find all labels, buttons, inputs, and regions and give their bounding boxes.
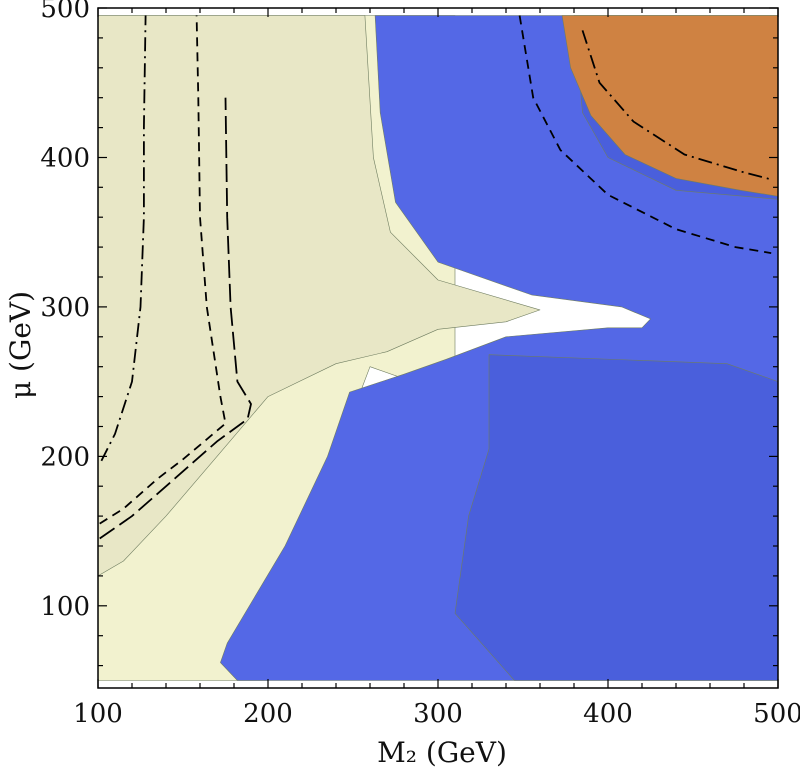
y-tick-label-400: 400 (40, 143, 90, 173)
y-tick-label-200: 200 (40, 442, 90, 472)
tick-labels-layer: 100 200 300 400 500 100 200 300 400 500 (40, 0, 800, 729)
y-tick-label-500: 500 (40, 0, 90, 24)
ticks-layer (97, 7, 779, 688)
y-axis-title: μ (GeV) (4, 291, 37, 399)
contour-line-0 (100, 15, 147, 462)
x-tick-label-300: 300 (413, 699, 463, 729)
contour-line-3 (518, 15, 772, 254)
x-tick-label-400: 400 (583, 699, 633, 729)
x-tick-label-100: 100 (73, 699, 123, 729)
x-axis-title: M₂ (GeV) (377, 736, 507, 769)
contour-line-2 (99, 97, 252, 540)
contour-line-1 (99, 15, 227, 525)
contours-layer (99, 15, 774, 540)
x-tick-label-500: 500 (753, 699, 800, 729)
contour-line-4 (581, 30, 774, 181)
y-tick-label-300: 300 (40, 293, 90, 323)
contour-region-4 (454, 354, 779, 681)
regions-layer (97, 15, 779, 681)
contour-region-1 (97, 15, 541, 577)
y-tick-label-100: 100 (40, 592, 90, 622)
x-tick-label-200: 200 (243, 699, 293, 729)
